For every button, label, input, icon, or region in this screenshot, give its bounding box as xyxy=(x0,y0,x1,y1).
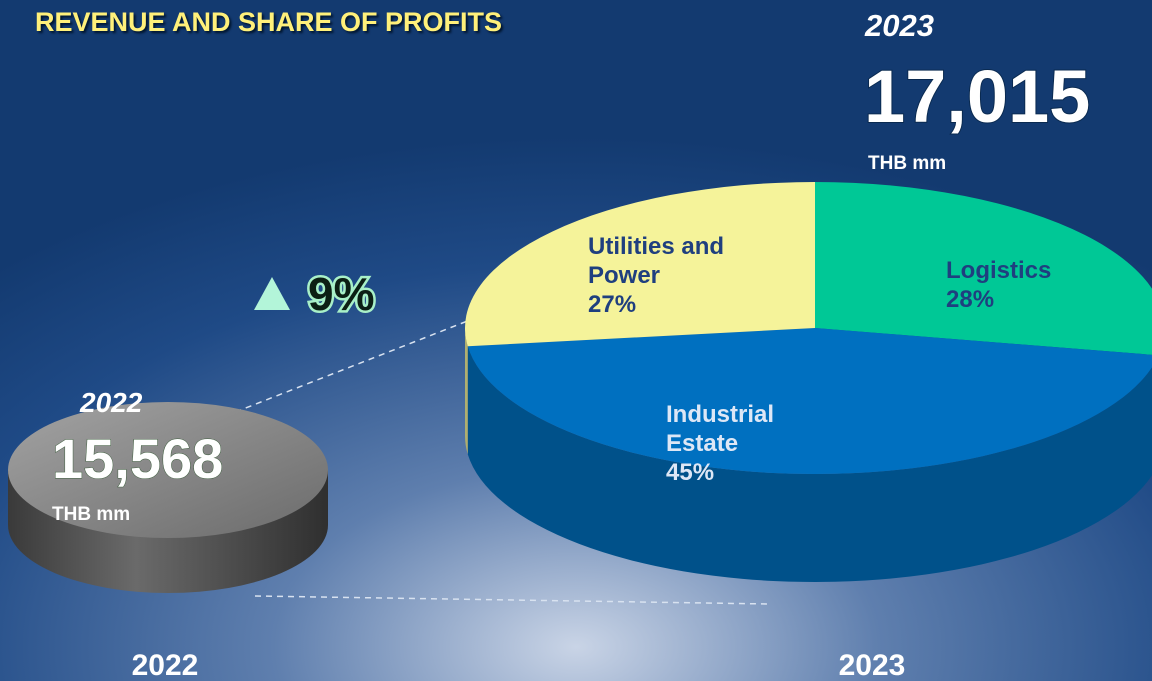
value-label: 45% xyxy=(666,459,715,486)
total-2023: 17,015 xyxy=(864,55,1090,138)
disk-top xyxy=(8,402,328,538)
pie-side xyxy=(465,328,468,455)
category: Industrial Estate xyxy=(666,401,775,457)
pie xyxy=(465,182,1152,582)
x-label: 2022 xyxy=(132,649,199,681)
slice-label: Industrial Estate 45% xyxy=(666,400,816,487)
value-label: 28% xyxy=(946,286,995,313)
slice-label: Utilities and Power 27% xyxy=(588,232,758,319)
category: Logistics xyxy=(946,257,1052,284)
connector xyxy=(254,595,771,605)
category: Utilities and Power xyxy=(588,233,725,289)
up-triangle xyxy=(254,277,290,310)
unit-2023: THB mm xyxy=(868,153,946,174)
pie-slice xyxy=(465,182,815,347)
x-label: 2023 xyxy=(839,649,906,681)
year-2023: 2023 xyxy=(864,8,934,43)
pie-side xyxy=(467,346,1152,582)
year-2022: 2022 xyxy=(79,387,143,418)
total-2022: 15,568 xyxy=(52,427,223,490)
unit-2022: THB mm xyxy=(52,504,130,525)
connector xyxy=(214,319,471,421)
pie-slice xyxy=(467,328,1152,474)
value-label: 27% xyxy=(588,291,637,318)
chart-title: REVENUE AND SHARE OF PROFITS xyxy=(35,7,503,37)
growth: 9% xyxy=(308,268,374,320)
pie-slice xyxy=(815,182,1152,355)
slice-label: Logistics 28% xyxy=(946,256,1076,314)
